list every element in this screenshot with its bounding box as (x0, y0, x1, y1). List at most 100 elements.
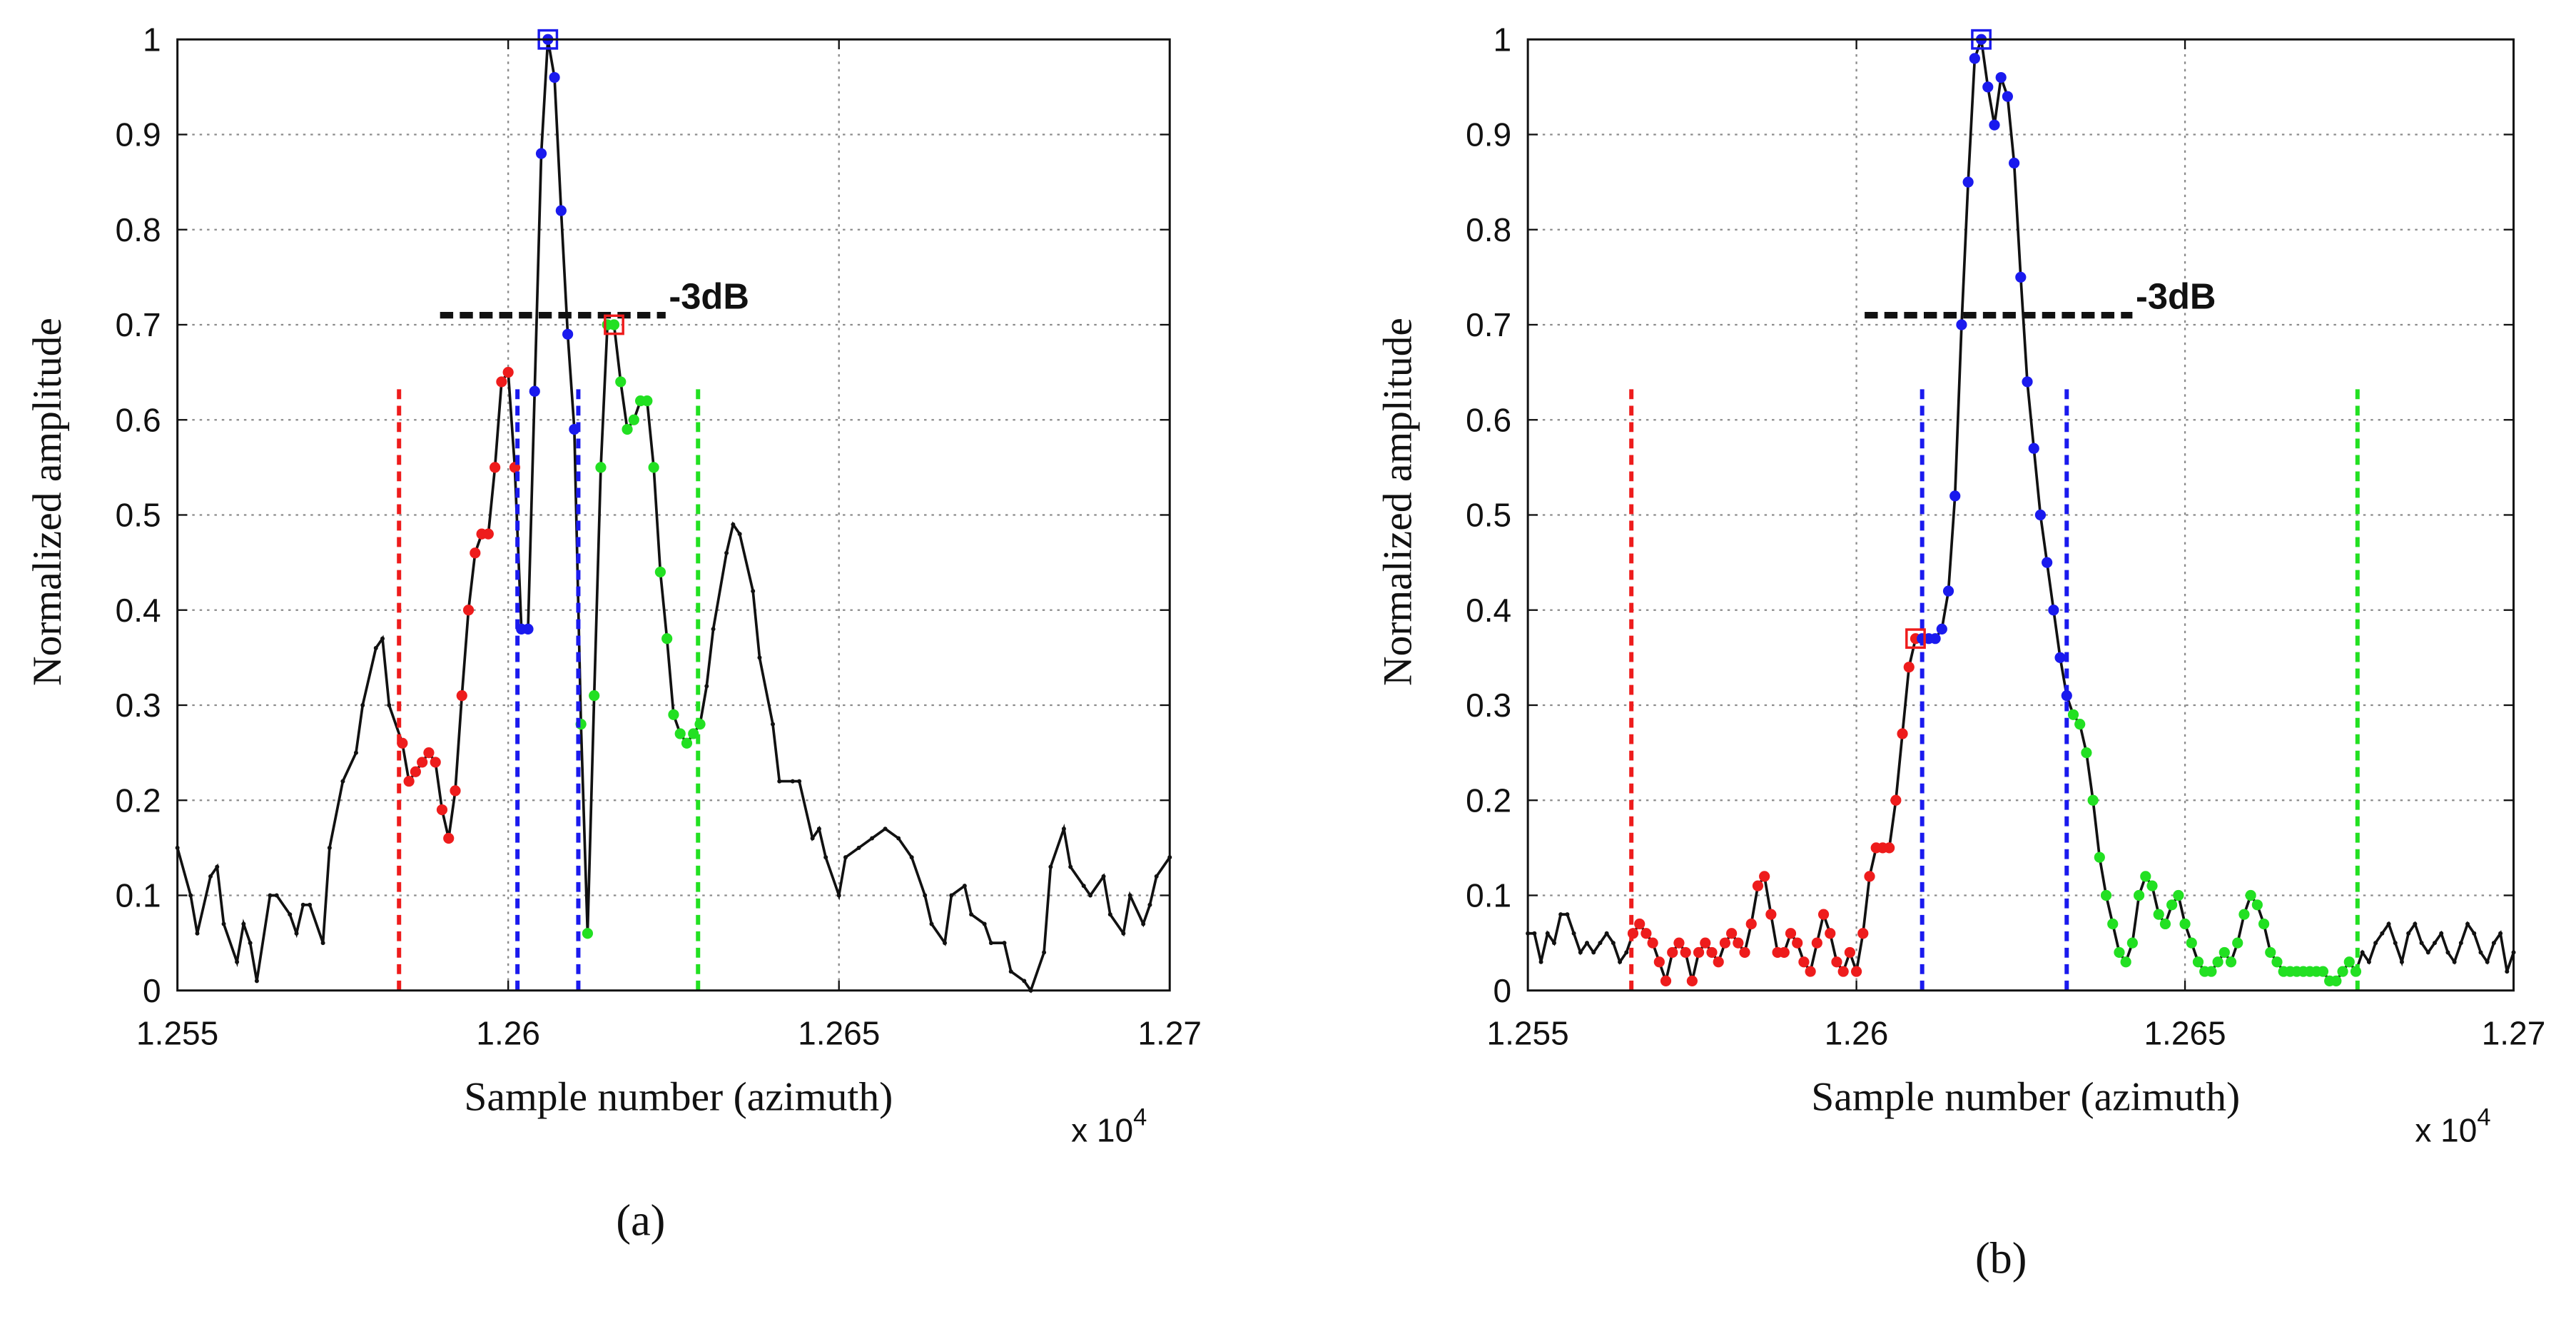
line-vertex (254, 979, 259, 984)
data-point (1641, 928, 1652, 939)
data-point (1903, 662, 1915, 673)
line-vertex (2425, 950, 2430, 955)
x-tick-label: 1.255 (1487, 1015, 1569, 1052)
y-tick-label: 0.1 (1466, 877, 1511, 914)
line-vertex (823, 855, 828, 860)
x-tick-label: 1.26 (1825, 1015, 1889, 1052)
line-vertex (711, 627, 716, 632)
data-point (1949, 490, 1961, 502)
line-vertex (757, 655, 762, 660)
data-point (1890, 794, 1902, 806)
line-vertex (1087, 893, 1092, 898)
data-point (2061, 690, 2072, 702)
data-point (2067, 709, 2079, 720)
data-point (555, 205, 567, 216)
y-tick-label: 0.6 (1466, 401, 1511, 438)
y-tick-label: 1 (1494, 21, 1512, 58)
data-point (2251, 899, 2263, 911)
line-vertex (360, 702, 365, 707)
data-point (1660, 975, 1672, 986)
data-point (595, 462, 607, 473)
data-point (1831, 956, 1842, 968)
x-axis-multiplier: x 104 (1071, 1103, 1147, 1148)
data-point (1706, 946, 1718, 959)
line-vertex (1532, 931, 1537, 936)
line-vertex (1127, 893, 1132, 898)
data-point (2192, 956, 2204, 968)
data-point (2331, 975, 2342, 986)
line-vertex (327, 845, 332, 850)
data-point (668, 709, 679, 720)
line-vertex (962, 884, 967, 889)
data-point (589, 690, 600, 702)
line-vertex (1611, 941, 1616, 946)
line-vertex (353, 750, 358, 755)
multiplier-base: x 10 (1071, 1111, 1133, 1148)
line-vertex (288, 912, 293, 917)
data-point (2159, 918, 2171, 930)
y-axis-label: Normalized amplitude (25, 318, 70, 686)
line-vertex (1022, 979, 1027, 984)
data-point (1962, 176, 1974, 188)
y-tick-label: 0.8 (1466, 211, 1511, 248)
line-vertex (2433, 941, 2437, 946)
data-point (2225, 956, 2237, 968)
line-vertex (909, 855, 914, 860)
line-vertex (1618, 959, 1623, 964)
data-point (2034, 509, 2047, 521)
data-point (1653, 956, 1665, 968)
data-point (2146, 880, 2158, 891)
line-vertex (387, 702, 392, 707)
line-vertex (724, 550, 729, 555)
line-vertex (2406, 931, 2411, 936)
data-point (2343, 956, 2355, 968)
data-point (1825, 928, 1836, 939)
line-vertex (373, 646, 378, 651)
data-point (2107, 918, 2119, 930)
data-point (2265, 946, 2276, 959)
y-tick-label: 0 (1494, 972, 1512, 1009)
line-vertex (1107, 912, 1112, 917)
data-point (1667, 946, 1678, 959)
x-axis-multiplier: x 104 (2415, 1103, 2490, 1148)
x-axis-label: Sample number (azimuth) (1811, 1075, 2240, 1120)
data-point (2166, 899, 2178, 911)
data-point (1785, 928, 1797, 939)
y-tick-label: 0.7 (1466, 306, 1511, 343)
data-point (417, 757, 428, 768)
line-vertex (1551, 941, 1556, 946)
data-point (423, 747, 435, 759)
y-tick-label: 0.1 (116, 877, 161, 914)
line-vertex (896, 836, 901, 841)
line-vertex (1154, 874, 1159, 879)
data-point (1798, 956, 1810, 968)
data-point (1686, 975, 1698, 986)
y-tick-label: 0.3 (116, 687, 161, 724)
line-vertex (235, 959, 240, 964)
data-point (1857, 928, 1869, 939)
data-point (535, 148, 547, 159)
line-vertex (2472, 931, 2477, 936)
line-vertex (2491, 941, 2496, 946)
data-point (450, 785, 461, 797)
line-vertex (241, 921, 246, 926)
line-vertex (2393, 941, 2398, 946)
data-point (2054, 652, 2066, 663)
x-tick-label: 1.255 (136, 1015, 218, 1052)
y-tick-label: 0.9 (1466, 116, 1511, 153)
data-point (2218, 946, 2230, 959)
line-vertex (1565, 912, 1570, 917)
data-point (1759, 871, 1770, 882)
x-tick-label: 1.265 (2144, 1015, 2226, 1052)
line-vertex (2505, 969, 2510, 974)
line-vertex (2360, 950, 2365, 955)
data-point (1700, 937, 1711, 949)
data-point (456, 690, 467, 702)
line-vertex (2452, 959, 2457, 964)
line-vertex (308, 902, 313, 907)
line-vertex (982, 921, 987, 926)
line-vertex (380, 636, 385, 641)
data-point (1864, 871, 1875, 882)
line-vertex (1624, 950, 1629, 955)
plot-frame (176, 38, 1171, 992)
